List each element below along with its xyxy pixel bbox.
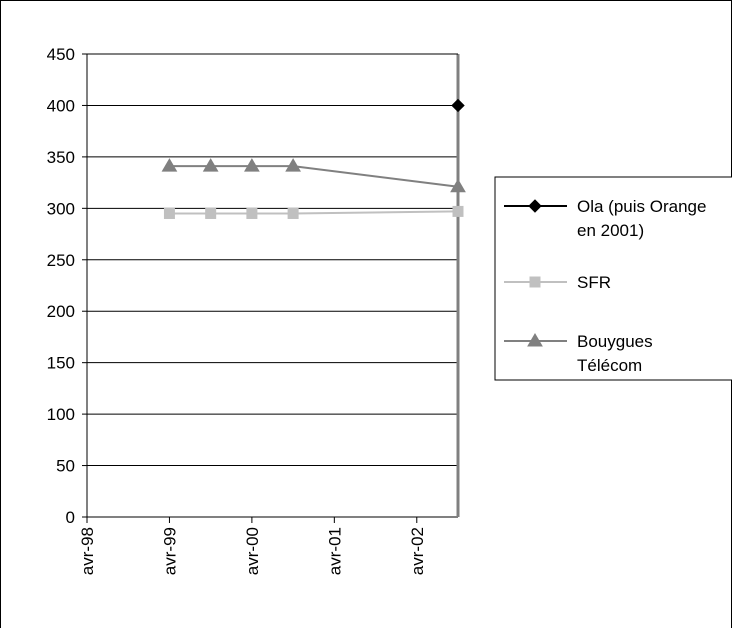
y-tick-label: 0: [66, 508, 75, 527]
legend: Ola (puis Orange en 2001) SFR Bouygues Téléc…: [494, 176, 732, 381]
series-2: [161, 158, 466, 193]
legend-label: Bouygues: [577, 332, 653, 351]
data-point: [202, 158, 219, 172]
series-1: [163, 205, 464, 219]
y-tick-label: 350: [47, 148, 75, 167]
data-point: [246, 207, 258, 219]
y-tick-label: 100: [47, 405, 75, 424]
y-tick-label: 200: [47, 302, 75, 321]
data-point: [161, 158, 178, 172]
x-tick-label: avr-98: [78, 527, 97, 575]
data-point: [285, 158, 301, 172]
grid-lines: [87, 53, 458, 467]
x-tick-label: avr-01: [325, 527, 344, 575]
legend-label: Télécom: [577, 356, 642, 375]
data-point: [451, 98, 465, 113]
data-point: [244, 158, 260, 172]
data-point: [452, 205, 464, 217]
legend-marker: [529, 276, 541, 288]
legend-label: SFR: [577, 273, 611, 292]
series-0: [451, 98, 465, 113]
data-point: [287, 207, 299, 219]
data-point: [450, 178, 466, 193]
axes: 0 50 100 150 200 250 300 350 400 450 avr-98 avr-99 a…: [47, 45, 460, 575]
legend-marker: [528, 199, 542, 213]
y-tick-label: 400: [47, 96, 75, 115]
x-tick-label: avr-99: [160, 527, 179, 575]
series-layer: [161, 98, 466, 219]
x-tick-label: avr-02: [408, 527, 427, 575]
y-tick-label: 300: [47, 199, 75, 218]
legend-label: Ola (puis Orange: [577, 197, 706, 216]
y-tick-label: 50: [56, 457, 75, 476]
y-tick-label: 150: [47, 354, 75, 373]
legend-marker: [527, 333, 543, 347]
y-tick-label: 250: [47, 251, 75, 270]
y-tick-label: 450: [47, 45, 75, 64]
x-tick-label: avr-00: [243, 527, 262, 575]
data-point: [205, 207, 217, 219]
data-point: [163, 207, 175, 219]
legend-label: en 2001): [577, 221, 644, 240]
